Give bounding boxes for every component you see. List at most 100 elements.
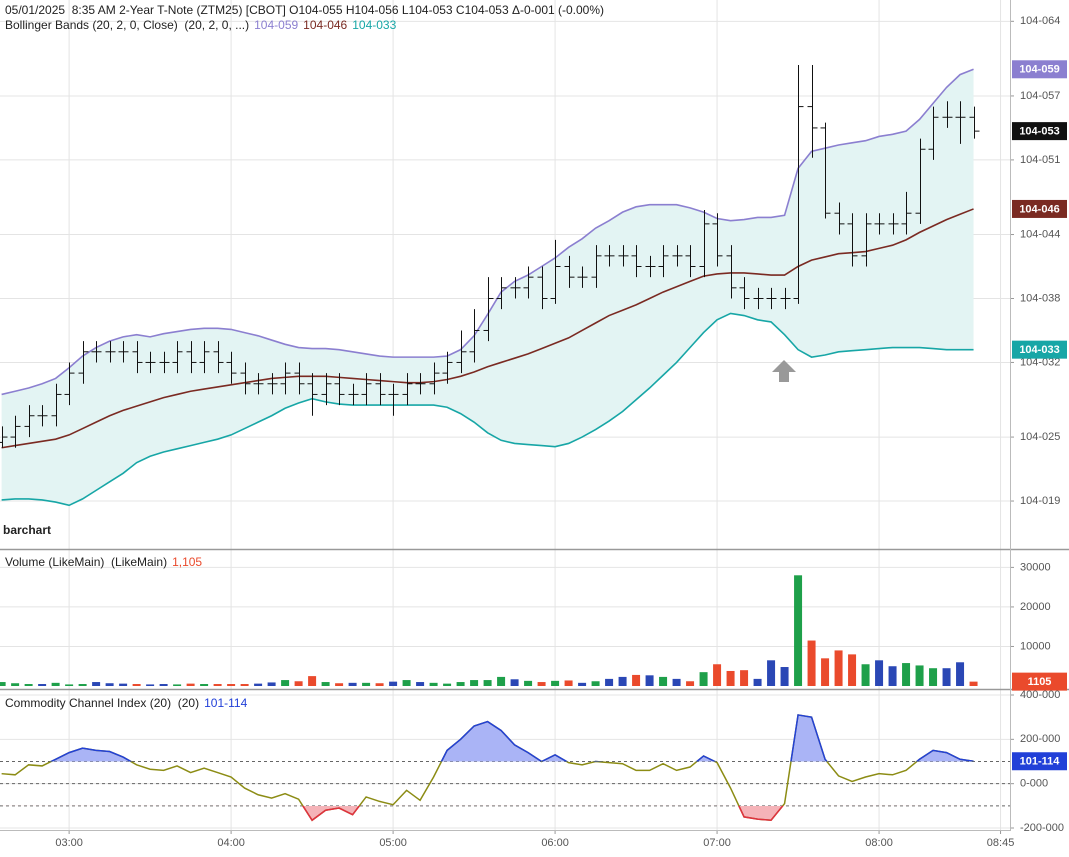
volume-bar (861, 664, 870, 686)
volume-bar (632, 674, 641, 686)
volume-bar (740, 670, 749, 686)
volume-bar (429, 682, 438, 686)
value-tag-label: 101-114 (1020, 756, 1061, 768)
y-tick-label: 104-057 (1020, 90, 1060, 102)
volume-bar (915, 665, 924, 686)
volume-bar (578, 682, 587, 686)
legend-item: Commodity Channel Index (20) (20) (5, 696, 199, 710)
volume-bar (11, 683, 20, 686)
volume-bar (294, 681, 303, 686)
volume-bar (875, 660, 884, 686)
volume-bar (173, 684, 182, 686)
volume-bar (834, 650, 843, 686)
volume-bar (618, 676, 627, 686)
x-tick-label: 08:45 (987, 837, 1015, 849)
legend-item: 104-059 (254, 18, 298, 32)
volume-bar (524, 680, 533, 686)
cci-high-fill (51, 714, 974, 762)
cci-line-high (49, 714, 974, 762)
x-tick-label: 07:00 (703, 837, 731, 849)
volume-bar (699, 672, 708, 686)
y-tick-label: 200-000 (1020, 733, 1060, 745)
volume-bar (24, 684, 33, 686)
watermark: barchart (3, 523, 51, 537)
volume-bar (362, 682, 371, 686)
volume-bar (794, 575, 803, 686)
volume-bar (807, 640, 816, 686)
volume-bar (402, 680, 411, 686)
volume-bar (767, 660, 776, 686)
volume-bar (713, 664, 722, 686)
band-line (1, 68, 974, 396)
volume-bar (726, 670, 735, 686)
value-tag-label: 1105 (1028, 676, 1052, 688)
value-tag (1012, 60, 1067, 79)
signal-arrow (772, 360, 796, 382)
band-line (1, 312, 974, 507)
legend-item: 104-046 (303, 18, 347, 32)
volume-bar (686, 681, 695, 686)
x-tick-label: 03:00 (55, 837, 83, 849)
volume-bar (659, 676, 668, 686)
volume-bar (537, 682, 546, 686)
value-tag (1012, 752, 1067, 771)
volume-bar (470, 680, 479, 686)
volume-bar (335, 683, 344, 686)
value-tag (1012, 672, 1067, 691)
volume-bar (0, 682, 6, 686)
volume-bar (443, 683, 452, 686)
marks (0, 65, 980, 822)
y-tick-label: 400-000 (1020, 689, 1060, 701)
volume-bar (200, 684, 209, 686)
legend-item: Bollinger Bands (20, 2, 0, Close) (20, 2… (5, 18, 249, 32)
volume-bar (254, 683, 263, 686)
volume-bar (186, 683, 195, 686)
value-tag-label: 104-053 (1019, 126, 1059, 138)
volume-bar (929, 668, 938, 686)
volume-bar (645, 675, 654, 686)
legend: 05/01/2025 8:35 AM 2-Year T-Note (ZTM25)… (5, 3, 604, 17)
y-tick-label: 104-051 (1020, 154, 1060, 166)
volume-bar (119, 683, 128, 686)
legend-item: Volume (LikeMain) (LikeMain) (5, 555, 167, 569)
volume-bar (416, 682, 425, 686)
volume-bar (78, 684, 87, 686)
x-tick-label: 04:00 (217, 837, 245, 849)
value-tag-label: 104-059 (1019, 64, 1059, 76)
volume-bar (308, 676, 317, 686)
x-tick-label: 08:00 (865, 837, 893, 849)
band-line (1, 208, 974, 449)
y-tick-label: 10000 (1020, 640, 1051, 652)
volume-bar (240, 684, 249, 686)
value-tag (1012, 199, 1067, 218)
legend-item: 05/01/2025 8:35 AM 2-Year T-Note (ZTM25)… (5, 3, 604, 17)
volume-bar (375, 683, 384, 686)
volume-bar (321, 682, 330, 686)
volume-bar (888, 666, 897, 686)
volume-bar (483, 680, 492, 686)
legend: Commodity Channel Index (20) (20) 101-114 (5, 696, 248, 710)
volume-bar (591, 681, 600, 686)
volume-bar (902, 663, 911, 686)
y-tick-label: 104-019 (1020, 495, 1060, 507)
band-fill (1, 69, 974, 506)
labels: 03:00 04:00 05:00 06:00 07:00 08:00 08:45 104-0… (3, 3, 1067, 849)
value-tag-label: 104-046 (1019, 203, 1059, 215)
volume-bar (848, 654, 857, 686)
volume-bar (821, 658, 830, 686)
volume-bar (672, 678, 681, 686)
legend: Volume (LikeMain) (LikeMain) 1,105 (5, 555, 202, 569)
value-tag-label: 104-033 (1019, 344, 1059, 356)
y-tick-label: 20000 (1020, 601, 1051, 613)
y-tick-label: 0-000 (1020, 778, 1048, 790)
y-tick-label: 104-025 (1020, 431, 1060, 443)
value-tag (1012, 122, 1067, 141)
volume-bar (92, 682, 101, 686)
volume-bar (38, 684, 47, 686)
volume-bar (105, 683, 114, 686)
volume-bar (510, 679, 519, 686)
x-tick-label: 05:00 (379, 837, 407, 849)
value-tag (1012, 340, 1067, 359)
volume-bar (281, 680, 290, 686)
legend-item: 1,105 (172, 555, 202, 569)
